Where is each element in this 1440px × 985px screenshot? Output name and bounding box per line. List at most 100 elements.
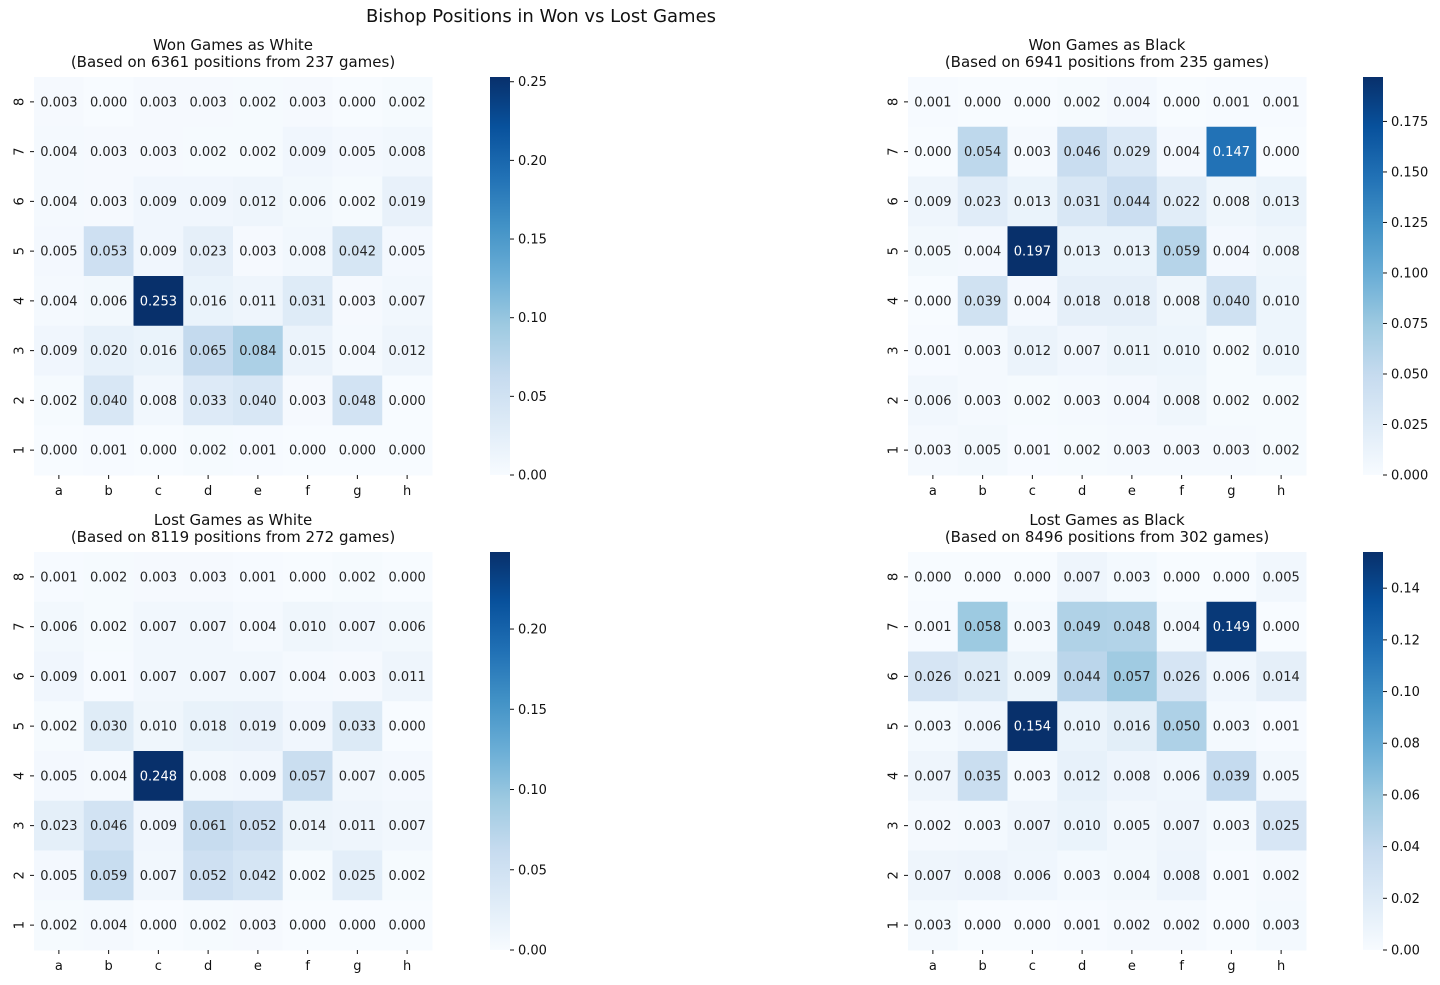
heatmap-cell <box>957 701 1008 752</box>
heatmap-cell <box>1107 850 1158 901</box>
cell-value-label: 0.065 <box>190 344 227 359</box>
cell-value-label: 0.009 <box>140 195 177 210</box>
cell-value-label: 0.007 <box>1014 819 1051 834</box>
cell-value-label: 0.004 <box>1163 145 1200 160</box>
cell-value-label: 0.006 <box>90 294 127 309</box>
heatmap-cell <box>957 751 1008 802</box>
heatmap-cell <box>1107 651 1158 702</box>
x-tick-label: h <box>403 484 411 499</box>
cell-value-label: 0.003 <box>1263 919 1300 934</box>
cell-value-label: 0.005 <box>964 444 1001 459</box>
heatmap-cell <box>1007 176 1058 227</box>
heatmap-cell <box>1256 900 1307 951</box>
heatmap-cell <box>34 375 85 426</box>
cell-value-label: 0.039 <box>1213 769 1250 784</box>
heatmap-cell <box>1057 601 1108 652</box>
cell-value-label: 0.000 <box>289 444 326 459</box>
colorbar-tick-label: 0.00 <box>1391 944 1420 959</box>
heatmap-cell <box>133 552 184 603</box>
heatmap-cell <box>908 552 959 603</box>
heatmap-cell <box>908 226 959 277</box>
panel-subtitle: (Based on 8496 positions from 302 games) <box>945 528 1269 546</box>
heatmap-cell <box>1007 651 1058 702</box>
y-tick-label: 3 <box>887 821 902 829</box>
heatmap-cell <box>1256 850 1307 901</box>
cell-value-label: 0.084 <box>239 344 276 359</box>
x-tick-label: f <box>305 959 310 974</box>
cell-value-label: 0.007 <box>389 819 426 834</box>
heatmap-cell <box>332 651 383 702</box>
cell-value-label: 0.001 <box>90 444 127 459</box>
cell-value-label: 0.002 <box>1213 394 1250 409</box>
y-tick-label: 1 <box>887 446 902 454</box>
heatmap-cell <box>382 425 433 476</box>
cell-value-label: 0.000 <box>289 919 326 934</box>
cell-value-label: 0.012 <box>389 344 426 359</box>
y-tick-label: 6 <box>887 672 902 680</box>
heatmap-cell <box>1007 850 1058 901</box>
cell-value-label: 0.003 <box>140 145 177 160</box>
cell-value-label: 0.003 <box>1064 869 1101 884</box>
cell-value-label: 0.003 <box>914 720 951 735</box>
cell-value-label: 0.029 <box>1113 145 1150 160</box>
colorbar <box>490 552 510 950</box>
cell-value-label: 0.007 <box>1064 570 1101 585</box>
cell-value-label: 0.007 <box>190 620 227 635</box>
heatmap-cell <box>233 651 284 702</box>
colorbar <box>1363 552 1383 950</box>
cell-value-label: 0.057 <box>289 769 326 784</box>
colorbar-tick-label: 0.12 <box>1391 633 1420 648</box>
cell-value-label: 0.010 <box>1263 344 1300 359</box>
cell-value-label: 0.004 <box>339 344 376 359</box>
cell-value-label: 0.044 <box>1064 670 1101 685</box>
cell-value-label: 0.002 <box>40 919 77 934</box>
cell-value-label: 0.002 <box>90 570 127 585</box>
heatmap-cell <box>1206 900 1257 951</box>
heatmap-cell <box>233 325 284 376</box>
cell-value-label: 0.000 <box>339 95 376 110</box>
heatmap-cell <box>1107 325 1158 376</box>
x-tick-label: h <box>403 959 411 974</box>
heatmap-cell <box>233 425 284 476</box>
heatmap-cell <box>282 176 333 227</box>
heatmap-cell <box>1256 126 1307 177</box>
heatmap-cell <box>1206 276 1257 327</box>
cell-value-label: 0.002 <box>914 819 951 834</box>
y-tick-label: 6 <box>887 197 902 205</box>
cell-value-label: 0.002 <box>1213 344 1250 359</box>
heatmap-cell <box>1206 751 1257 802</box>
y-tick-label: 7 <box>887 147 902 155</box>
cell-value-label: 0.022 <box>1163 195 1200 210</box>
cell-value-label: 0.013 <box>1113 245 1150 260</box>
heatmap-cell <box>83 375 134 426</box>
heatmap-cell <box>332 701 383 752</box>
y-tick-label: 5 <box>887 722 902 730</box>
colorbar-tick-label: 0.14 <box>1391 582 1420 597</box>
cell-value-label: 0.008 <box>1113 769 1150 784</box>
heatmap-cell <box>382 276 433 327</box>
x-tick-label: a <box>929 484 937 499</box>
heatmap-cell <box>1206 226 1257 277</box>
heatmap-cell <box>233 900 284 951</box>
cell-value-label: 0.007 <box>389 294 426 309</box>
heatmap-cell <box>133 226 184 277</box>
heatmap-cell <box>1256 77 1307 128</box>
heatmap-cell <box>183 701 234 752</box>
x-tick-label: g <box>1227 959 1235 974</box>
heatmap-cell <box>233 850 284 901</box>
heatmap-cell <box>1156 226 1207 277</box>
panel-subtitle: (Based on 6941 positions from 235 games) <box>945 53 1269 71</box>
cell-value-label: 0.002 <box>239 145 276 160</box>
heatmap-cell <box>282 850 333 901</box>
cell-value-label: 0.197 <box>1014 245 1051 260</box>
heatmap-cell <box>83 850 134 901</box>
cell-value-label: 0.011 <box>389 670 426 685</box>
heatmap-cell <box>908 126 959 177</box>
cell-value-label: 0.006 <box>1014 869 1051 884</box>
cell-value-label: 0.003 <box>964 394 1001 409</box>
heatmap-cell <box>83 325 134 376</box>
panel-title: Lost Games as Black <box>1029 511 1185 529</box>
heatmap-cell <box>1256 375 1307 426</box>
heatmap-cell <box>332 425 383 476</box>
heatmap-cell <box>1256 552 1307 603</box>
